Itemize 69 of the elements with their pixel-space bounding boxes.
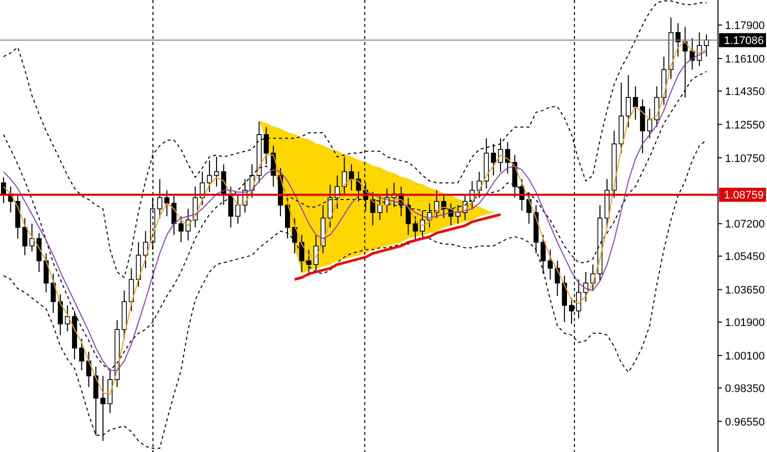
candlestick	[476, 171, 482, 198]
candlestick	[192, 186, 198, 228]
candlestick	[58, 294, 63, 336]
candlestick	[676, 22, 681, 58]
y-tick-label: 1.12550	[725, 119, 765, 132]
candlestick	[299, 234, 304, 272]
candlestick	[412, 216, 418, 241]
candlestick	[490, 143, 496, 176]
line-series	[293, 213, 502, 281]
candlestick	[36, 232, 42, 272]
y-tick-label: 1.05450	[725, 251, 765, 264]
candlestick	[562, 275, 567, 323]
line-series	[3, 0, 707, 278]
candlestick	[228, 186, 234, 228]
candlestick	[356, 171, 362, 202]
y-tick-label: 1.10750	[725, 152, 765, 165]
candlestick	[690, 38, 695, 70]
y-tick-label: 0.98350	[725, 382, 765, 395]
candlestick	[342, 156, 347, 194]
candlestick	[235, 193, 240, 224]
candlestick	[157, 178, 162, 219]
candlestick	[79, 338, 84, 371]
line-series	[3, 140, 707, 449]
candlestick	[406, 197, 411, 236]
candlestick	[313, 234, 318, 272]
candlestick	[206, 160, 212, 193]
candlestick	[526, 192, 532, 224]
candlestick	[370, 192, 376, 226]
y-tick-label: 1.01900	[725, 317, 765, 330]
candlestick	[285, 197, 290, 240]
candlestick	[377, 195, 382, 220]
y-tick-label: 1.03650	[725, 284, 765, 297]
candlestick	[540, 234, 546, 274]
candlestick	[214, 156, 220, 188]
candlestick	[632, 86, 638, 120]
candlestick	[100, 375, 106, 442]
candlestick	[50, 273, 56, 314]
candlestick	[93, 366, 98, 436]
candlestick	[626, 74, 631, 128]
candlestick	[128, 268, 134, 312]
ref-line-label: 1.17086	[724, 35, 764, 48]
y-tick-label: 1.16100	[725, 53, 765, 66]
y-tick-label: 1.07200	[725, 218, 765, 231]
candlestick	[86, 351, 92, 388]
candlestick	[164, 190, 170, 217]
candlestick	[654, 86, 660, 128]
y-tick-label: 1.00100	[725, 350, 765, 362]
candlestick	[583, 271, 588, 302]
y-tick-label: 1.17900	[725, 20, 765, 32]
candlestick	[647, 108, 652, 139]
candlestick	[420, 210, 425, 238]
candlestick	[306, 249, 312, 276]
candlestick	[29, 223, 34, 252]
candlestick	[548, 249, 553, 280]
candlestick	[505, 142, 510, 174]
candlestick	[498, 138, 504, 172]
candlestick	[348, 164, 354, 191]
ref-line-label: 1.08759	[724, 190, 764, 202]
y-tick-label: 1.14350	[725, 86, 765, 98]
candlestick	[328, 184, 333, 228]
candlestick	[576, 278, 582, 319]
candlestick	[178, 216, 184, 243]
candlestick	[264, 126, 269, 165]
candlestick	[64, 304, 70, 332]
candlestick	[22, 218, 28, 256]
candlestick	[44, 252, 49, 293]
y-tick-label: 0.96550	[725, 416, 765, 428]
candlestick	[143, 230, 148, 269]
candlestick	[569, 297, 574, 324]
